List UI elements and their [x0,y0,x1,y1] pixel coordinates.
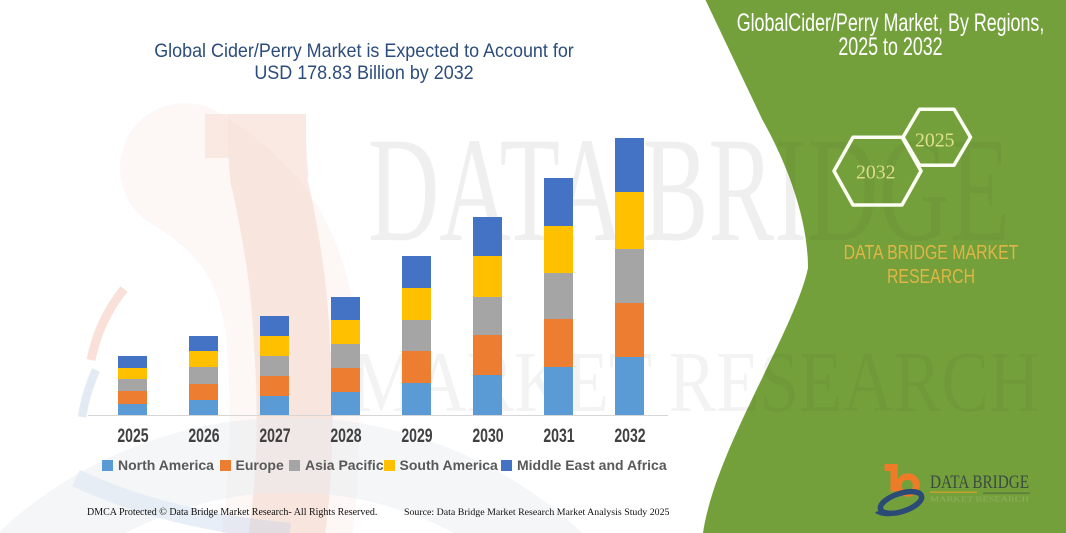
svg-text:MARKET RESEARCH: MARKET RESEARCH [930,496,1029,504]
svg-text:2025: 2025 [915,129,955,151]
svg-text:2032: 2032 [856,162,896,184]
svg-text:DATA BRIDGE: DATA BRIDGE [930,472,1029,493]
svg-text:DATA BRIDGE: DATA BRIDGE [368,107,1010,273]
